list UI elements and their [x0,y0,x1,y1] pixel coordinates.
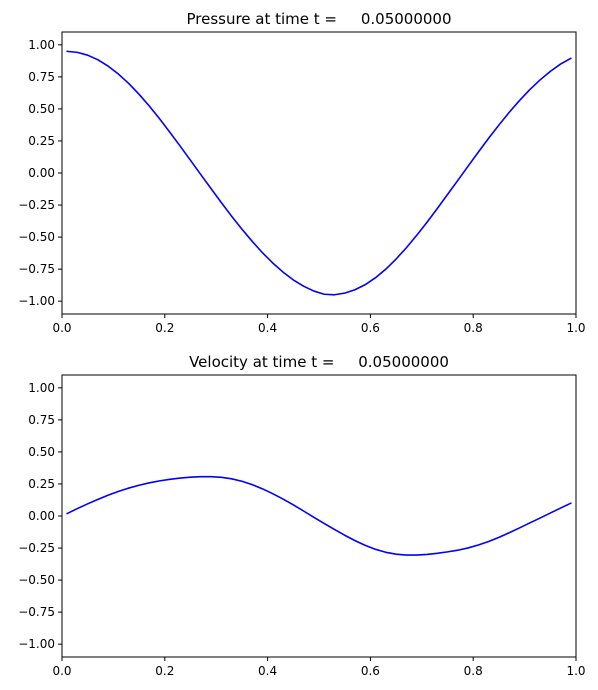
pressure-y-tick-label: −0.25 [18,198,55,212]
velocity-y-tick-label: 0.75 [28,413,55,427]
pressure-x-tick-label: 0.0 [52,321,71,335]
velocity-y-tick-label: 0.50 [28,445,55,459]
velocity-panel: Velocity at time t = 0.05000000 0.0 0.2 0.… [18,353,585,678]
pressure-x-tick-label: 0.2 [155,321,174,335]
velocity-y-tick-label: −0.25 [18,541,55,555]
velocity-x-tick-label: 1.0 [566,664,585,678]
pressure-y-tick-label: −1.00 [18,294,55,308]
pressure-y-tick-label: 1.00 [28,38,55,52]
pressure-x-tick-label: 0.8 [464,321,483,335]
pressure-x-tick-label: 0.6 [361,321,380,335]
velocity-series-line [66,475,572,556]
pressure-panel: Pressure at time t = 0.05000000 0.0 0.2 0.… [18,10,585,335]
velocity-title: Velocity at time t = 0.05000000 [189,353,449,371]
velocity-x-tick-label: 0.8 [464,664,483,678]
pressure-x-tick-label: 0.4 [258,321,277,335]
velocity-y-tick-label: 0.25 [28,477,55,491]
velocity-y-tick-label: −0.75 [18,605,55,619]
pressure-y-tick-label: −0.75 [18,262,55,276]
pressure-series-line [66,50,572,296]
velocity-y-tick-label: 1.00 [28,381,55,395]
pressure-title: Pressure at time t = 0.05000000 [186,10,451,28]
velocity-x-tick-label: 0.4 [258,664,277,678]
velocity-y-tick-label: −0.50 [18,573,55,587]
pressure-y-tick-label: −0.50 [18,230,55,244]
velocity-x-tick-label: 0.0 [52,664,71,678]
pressure-y-tick-label: 0.50 [28,102,55,116]
velocity-y-tick-label: 0.00 [28,509,55,523]
pressure-y-tick-label: 0.75 [28,70,55,84]
velocity-x-tick-label: 0.2 [155,664,174,678]
velocity-y-tick-label: −1.00 [18,637,55,651]
velocity-x-tick-label: 0.6 [361,664,380,678]
pressure-y-tick-label: 0.00 [28,166,55,180]
pressure-x-tick-label: 1.0 [566,321,585,335]
pressure-y-tick-label: 0.25 [28,134,55,148]
